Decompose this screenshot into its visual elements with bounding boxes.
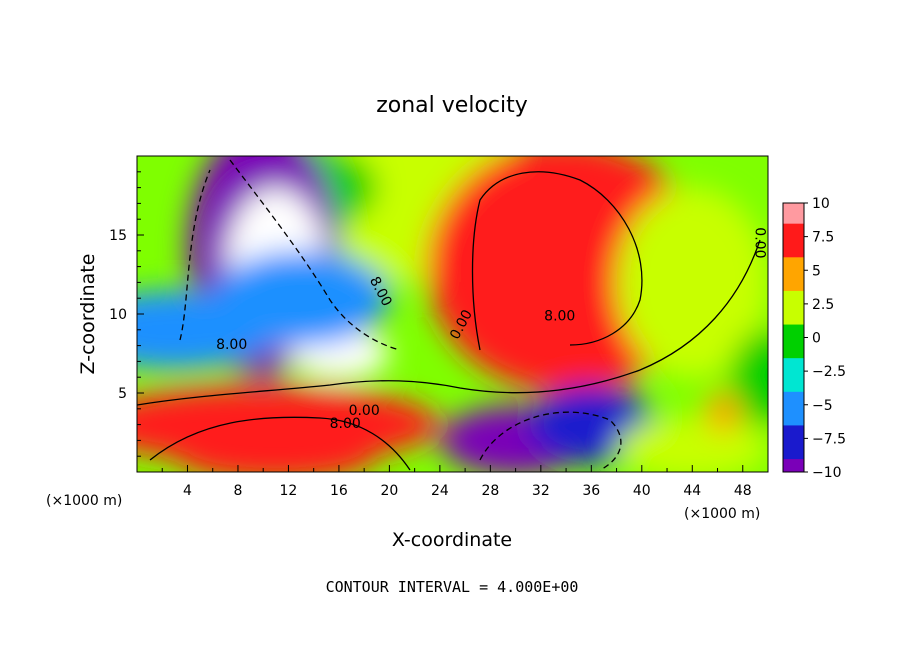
colorbar-swatch	[783, 303, 804, 312]
colorbar-swatch	[783, 243, 804, 251]
colorbar-swatch	[783, 377, 804, 386]
x-tick-label-24: 24	[431, 483, 449, 499]
chart-title: zonal velocity	[376, 93, 528, 118]
colorbar-swatch	[783, 283, 804, 291]
colorbar-swatch	[783, 337, 804, 345]
y-tick-label-10: 10	[109, 307, 127, 323]
contour-label-6: 0.00	[751, 227, 767, 258]
x-tick-label-36: 36	[582, 483, 600, 499]
colorbar-swatch	[783, 330, 804, 338]
colorbar-swatch	[783, 431, 804, 439]
colorbar-swatch	[783, 371, 804, 379]
colorbar-swatch	[783, 445, 804, 453]
colorbar-swatch	[783, 209, 804, 217]
field-blob-8	[616, 187, 768, 378]
colorbar-swatch	[783, 384, 804, 392]
colorbar-swatch	[783, 276, 804, 285]
colorbar-swatch	[783, 310, 804, 318]
colorbar-tick-label: 2.5	[812, 297, 834, 313]
contour-line-blue-pocket	[479, 411, 622, 471]
x-tick-label-4: 4	[183, 483, 192, 499]
field-blob-15	[137, 290, 276, 370]
colorbar-swatch	[783, 451, 804, 460]
colorbar-swatch	[783, 223, 804, 231]
colorbar-swatch	[783, 458, 804, 466]
field-blob-7	[465, 156, 642, 299]
colorbar-swatch	[783, 424, 804, 433]
colorbar-swatch	[783, 203, 804, 211]
colorbar-swatch	[783, 236, 804, 244]
field-blob-10	[174, 430, 377, 472]
colorbar-swatch	[783, 404, 804, 412]
plot-area: 8.008.000.008.000.00 8.000.00	[137, 156, 768, 472]
contour-line-neg8	[179, 159, 401, 351]
colorbar-tick-label: −2.5	[812, 364, 846, 380]
colorbar-swatch	[783, 250, 804, 258]
colorbar-tick-label: −7.5	[812, 431, 846, 447]
x-axis: 4 8 12 16 20 24 28 32 36 40 44 48	[136, 465, 769, 499]
x-tick-label-28: 28	[481, 483, 499, 499]
y-tick-label-15: 15	[109, 228, 127, 244]
x-tick-label-16: 16	[330, 483, 348, 499]
y-axis: 5 10 15	[109, 171, 144, 457]
colorbar-swatch	[783, 364, 804, 372]
colorbar-swatch	[783, 357, 804, 365]
contour-line-zero	[137, 239, 761, 406]
contour-line-bottom-pos8	[149, 416, 411, 471]
colorbar-swatch	[783, 270, 804, 278]
colorbar-swatch	[783, 465, 804, 473]
colorbar-tick-label: −5	[812, 398, 833, 414]
colorbar-tick-label: 7.5	[812, 230, 834, 246]
x-tick-label-12: 12	[280, 483, 298, 499]
x-unit-label-left: (×1000 m)	[46, 493, 122, 509]
colorbar-swatch	[783, 317, 804, 325]
colorbar-swatch	[783, 297, 804, 305]
contour-interval-note: CONTOUR INTERVAL = 4.000E+00	[326, 578, 579, 596]
field-blob-16	[730, 329, 768, 425]
colorbar-tick-label: 5	[812, 263, 821, 279]
colorbar-swatch	[783, 263, 804, 271]
colorbar-tick-label: 0	[812, 331, 821, 347]
colorbar-swatch	[783, 350, 804, 359]
field-layer	[137, 156, 768, 472]
colorbar-ticks: 10 7.5 5 2.5 0 −2.5 −5 −7.5 −10	[804, 196, 846, 481]
colorbar-swatch	[783, 324, 804, 332]
x-axis-label: X-coordinate	[392, 529, 512, 551]
x-tick-label-44: 44	[683, 483, 701, 499]
colorbar-swatch	[783, 411, 804, 419]
colorbar-tick-label: −10	[812, 465, 842, 481]
colorbar-swatch	[783, 418, 804, 426]
contour-label-3: 8.00	[330, 416, 361, 432]
x-tick-label-48: 48	[734, 483, 752, 499]
x-unit-label-right: (×1000 m)	[684, 506, 760, 522]
contour-label-2: 0.00	[349, 403, 380, 419]
contour-lines	[137, 159, 761, 471]
x-tick-label-40: 40	[633, 483, 651, 499]
contour-line-pos8	[471, 171, 643, 351]
colorbar-swatch	[783, 391, 804, 399]
colorbar-swatch	[783, 229, 804, 238]
colorbar-swatch	[783, 290, 804, 298]
colorbar-swatch	[783, 216, 804, 224]
field-blob-14	[704, 391, 743, 433]
colorbar-swatches	[783, 203, 804, 473]
colorbar: 10 7.5 5 2.5 0 −2.5 −5 −7.5 −10	[782, 196, 846, 481]
x-tick-label-32: 32	[532, 483, 550, 499]
contour-label-5: 8.00	[544, 308, 575, 324]
contour-label-1: 8.00	[216, 337, 247, 353]
colorbar-swatch	[783, 256, 804, 265]
y-axis-label: Z-coordinate	[77, 254, 99, 375]
x-tick-label-20: 20	[380, 483, 398, 499]
x-tick-label-8: 8	[233, 483, 242, 499]
colorbar-swatch	[783, 398, 804, 406]
colorbar-tick-label: 10	[812, 196, 830, 212]
y-tick-label-5: 5	[118, 386, 127, 402]
colorbar-swatch	[783, 344, 804, 352]
colorbar-swatch	[783, 438, 804, 446]
